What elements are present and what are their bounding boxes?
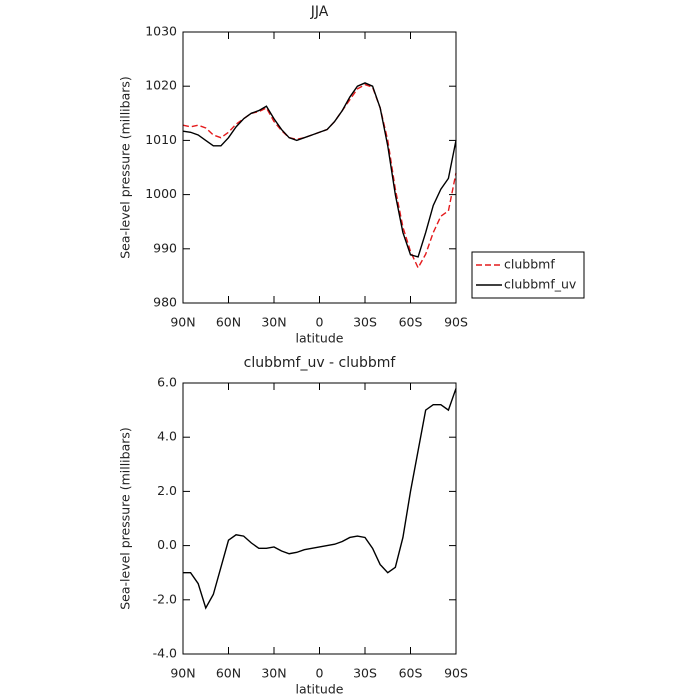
x-tick-label: 90S (444, 315, 468, 330)
y-axis-label: Sea-level pressure (millibars) (118, 76, 133, 259)
x-tick-label: 30S (353, 315, 377, 330)
plot-frame (182, 31, 457, 304)
legend-label: clubbmf (504, 257, 555, 272)
chart-title: JJA (310, 4, 329, 20)
x-axis-label: latitude (296, 331, 344, 346)
y-tick-label: 1000 (145, 186, 177, 201)
y-tick-label: 4.0 (157, 429, 177, 444)
x-tick-label: 90N (170, 315, 195, 330)
y-tick-label: 1010 (145, 132, 177, 147)
legend-box (471, 251, 585, 299)
plot-frame (182, 382, 457, 655)
y-tick-label: 980 (153, 295, 177, 310)
x-tick-label: 30N (261, 315, 286, 330)
y-tick-label: 6.0 (157, 375, 177, 390)
y-tick-label: -4.0 (153, 646, 177, 661)
x-tick-label: 60N (216, 666, 241, 681)
y-tick-label: 990 (153, 240, 177, 255)
chart-title: clubbmf_uv - clubbmf (244, 355, 397, 371)
x-tick-label: 90N (170, 666, 195, 681)
x-tick-label: 60S (399, 666, 423, 681)
y-tick-label: 1020 (145, 78, 177, 93)
x-tick-label: 60N (216, 315, 241, 330)
y-tick-label: -2.0 (153, 591, 177, 606)
data-line (182, 83, 457, 270)
y-tick-label: 0.0 (157, 537, 177, 552)
y-tick-label: 1030 (145, 24, 177, 39)
data-line (182, 82, 457, 258)
legend-label: clubbmf_uv (504, 277, 577, 292)
x-tick-label: 30S (353, 666, 377, 681)
x-tick-label: 0 (316, 315, 324, 330)
x-tick-label: 30N (261, 666, 286, 681)
x-tick-label: 60S (399, 315, 423, 330)
x-axis-label: latitude (296, 682, 344, 697)
y-axis-label: Sea-level pressure (millibars) (118, 427, 133, 610)
x-tick-label: 90S (444, 666, 468, 681)
x-tick-label: 0 (316, 666, 324, 681)
y-tick-label: 2.0 (157, 483, 177, 498)
data-line (183, 388, 457, 610)
